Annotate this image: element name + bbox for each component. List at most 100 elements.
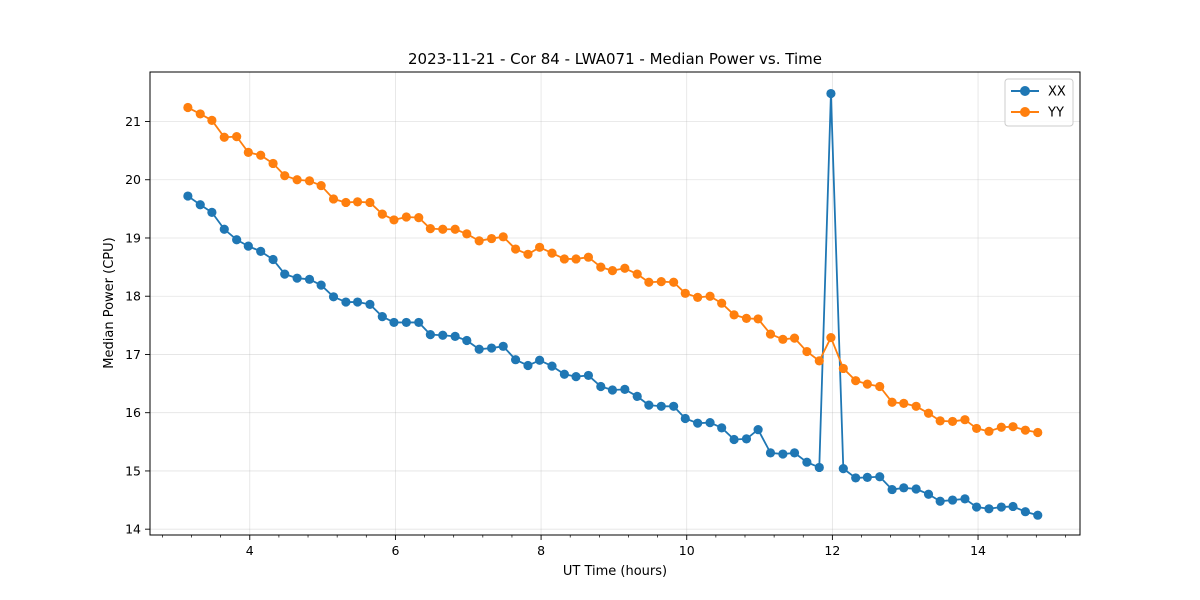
series-yy-point [292, 175, 302, 185]
y-tick-label: 21 [125, 114, 141, 129]
series-xx-point [438, 330, 448, 340]
series-xx-point [523, 360, 533, 371]
series-yy-point [971, 423, 982, 434]
series-yy-point [729, 310, 739, 320]
series-xx-point [304, 274, 315, 284]
series-yy-point [596, 262, 606, 272]
chart-title: 2023-11-21 - Cor 84 - LWA071 - Median Po… [408, 50, 822, 68]
series-xx-point [851, 473, 861, 483]
series-yy-point [669, 277, 679, 287]
series-xx-point [789, 448, 800, 458]
series-yy-point [401, 212, 411, 222]
x-tick-label: 14 [970, 543, 986, 558]
series-xx-point [971, 502, 982, 512]
series-xx-point [911, 484, 921, 494]
series-yy-point [656, 277, 666, 287]
series-yy-point [693, 292, 703, 302]
series-yy-point [875, 381, 885, 392]
series-yy-point [352, 197, 363, 207]
y-tick-label: 14 [125, 522, 141, 537]
series-xx-point [219, 224, 229, 234]
series-yy-point [996, 422, 1006, 432]
series-yy-point [1033, 427, 1043, 438]
series-xx-point [414, 317, 424, 328]
series-xx-point [862, 472, 872, 482]
series-yy-point [960, 415, 970, 425]
y-tick-label: 19 [125, 230, 141, 245]
series-yy-point [802, 346, 812, 357]
series-xx-point [352, 297, 363, 307]
series-yy-point [450, 224, 460, 234]
series-xx-point [693, 418, 703, 428]
series-xx-point [1020, 507, 1030, 517]
series-yy-point [717, 298, 727, 308]
ticks: 4 6 8 10 12 14 14 15 16 17 18 19 20 21 [125, 114, 1066, 558]
x-axis-label: UT Time (hours) [563, 564, 667, 579]
series-yy-point [814, 356, 824, 366]
series-xx-point [632, 391, 642, 401]
series-yy-point [899, 398, 909, 408]
series-xx-point [644, 400, 654, 410]
series-xx-point [596, 381, 606, 392]
series-xx-point [1033, 510, 1043, 520]
series-xx-point [996, 502, 1006, 512]
series-yy-point [328, 194, 339, 204]
series-yy-point [765, 329, 776, 339]
y-tick-label: 18 [125, 289, 141, 304]
series-xx-point [341, 297, 351, 307]
series-xx-point [802, 457, 812, 467]
series-yy-point [256, 150, 266, 160]
series-yy-point [268, 158, 278, 169]
series-yy-point [789, 333, 800, 343]
series-xx-point [377, 312, 387, 322]
series-yy-point [753, 314, 763, 324]
series-xx-point [947, 495, 958, 505]
series-yy-point [838, 363, 848, 374]
series-yy-point [462, 229, 472, 239]
series-yy-point [365, 197, 375, 208]
legend: XX YY [1004, 78, 1074, 127]
series-xx-point [389, 317, 399, 328]
series-xx-point [256, 246, 266, 256]
series-xx-point [765, 448, 776, 458]
series-xx-point [292, 273, 302, 283]
series-xx-point [729, 434, 739, 445]
series-yy-point [316, 180, 326, 191]
series-xx-point [583, 370, 594, 381]
series-xx-point [984, 504, 994, 514]
series-yy-point [425, 224, 435, 234]
series-xx-point [195, 200, 205, 210]
series-xx-point [559, 369, 569, 379]
series-xx-point [778, 449, 788, 459]
series-xx-point [462, 335, 472, 346]
series-xx-point [450, 331, 460, 342]
series-yy-point [474, 236, 484, 246]
series-yy-point [280, 171, 290, 181]
y-tick-label: 15 [125, 463, 141, 478]
series-yy-point [923, 408, 934, 418]
series-yy-point [486, 233, 497, 244]
series-yy-point [232, 132, 242, 142]
series-yy-point [887, 397, 897, 407]
series-xx-point [232, 235, 242, 245]
series-xx-point [838, 464, 848, 474]
series-xx-point [741, 434, 752, 444]
series-xx-point [535, 355, 545, 365]
series-xx-point [425, 330, 435, 340]
x-tick-label: 8 [537, 543, 545, 558]
legend-yy-marker [1020, 107, 1030, 117]
series-yy-point [414, 213, 424, 223]
series-xx-point [899, 483, 909, 493]
series-xx-point [268, 254, 278, 265]
series-yy-point [935, 416, 945, 426]
series-yy-point [620, 263, 630, 273]
x-tick-label: 6 [391, 543, 399, 558]
series-yy-point [304, 176, 315, 186]
series-yy-point [438, 224, 448, 234]
series-xx-point [935, 496, 945, 506]
series-yy-point [195, 109, 205, 119]
series-xx-point [498, 341, 508, 351]
y-tick-label: 17 [125, 347, 141, 362]
